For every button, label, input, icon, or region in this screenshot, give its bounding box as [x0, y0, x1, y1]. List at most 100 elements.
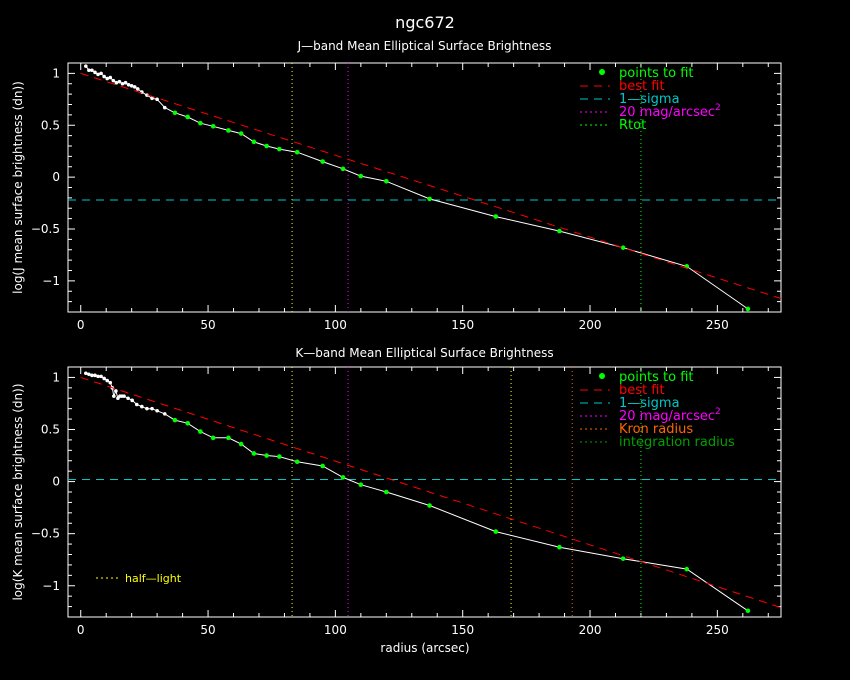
- j-band-fit-point: [557, 228, 562, 234]
- j-band-data-point: [162, 105, 167, 110]
- j-band-data-point: [105, 76, 110, 81]
- j-band-data-point: [120, 81, 125, 86]
- j-band-data-point: [132, 85, 137, 89]
- j-band-data-point: [111, 78, 116, 83]
- k-band-half-light-label: half—light: [125, 572, 182, 585]
- k-band-y-tick-label: −0.5: [31, 527, 60, 541]
- k-band-x-tick-label: 0: [77, 623, 85, 637]
- k-band-fit-point: [620, 556, 626, 561]
- j-band-legend-superscript: 2: [715, 103, 721, 113]
- k-band-data-point: [108, 380, 113, 385]
- k-band-best-fit-line: [80, 376, 782, 609]
- j-band-data-point: [84, 64, 88, 68]
- k-band-fit-point: [210, 435, 216, 441]
- j-band-fit-point: [358, 173, 364, 179]
- j-band-fit-point: [198, 120, 203, 126]
- j-band-data-point: [108, 75, 113, 80]
- k-band-panel: K—band Mean Elliptical Surface Brightnes…: [11, 346, 782, 637]
- j-band-data-point: [90, 68, 94, 73]
- k-band-x-tick-label: 50: [200, 623, 215, 637]
- x-axis-label: radius (arcsec): [380, 641, 469, 655]
- figure-title: ngc672: [395, 13, 455, 32]
- j-band-data-point: [99, 71, 103, 76]
- k-band-x-tick-label: 100: [324, 623, 347, 637]
- k-band-fit-point: [198, 429, 203, 434]
- j-band-fit-point: [340, 166, 346, 172]
- k-band-data-point: [126, 396, 130, 401]
- j-band-fit-point: [238, 131, 244, 136]
- j-band-fit-point: [745, 306, 751, 312]
- k-band-fit-point: [172, 417, 178, 423]
- k-band-data-point: [122, 394, 126, 398]
- j-band-data-point: [129, 84, 134, 88]
- k-band-fit-point: [185, 420, 190, 426]
- k-band-fit-point: [493, 529, 499, 534]
- k-band-title: K—band Mean Elliptical Surface Brightnes…: [295, 346, 553, 360]
- k-band-data-point: [130, 398, 134, 403]
- k-band-fit-point: [384, 489, 389, 495]
- k-band-fit-point: [427, 503, 432, 508]
- k-band-fit-point: [251, 451, 257, 456]
- k-band-data-point: [99, 374, 103, 379]
- j-band-fit-point: [620, 245, 626, 250]
- j-band-y-tick-label: 0: [52, 170, 60, 184]
- k-band-y-axis-label: log(K mean surface brightness (dn)): [11, 383, 25, 600]
- j-band-data-point: [126, 82, 131, 87]
- j-band-y-tick-label: −1: [42, 274, 60, 288]
- k-band-fit-point: [226, 435, 231, 441]
- k-band-data-point: [162, 412, 167, 416]
- k-band-fit-point: [277, 454, 282, 459]
- j-band-data-point: [150, 96, 154, 101]
- k-band-fit-point: [320, 463, 325, 469]
- j-band-data-point: [96, 72, 100, 77]
- k-band-fit-point: [238, 441, 244, 447]
- k-band-legend-marker: [599, 373, 605, 379]
- j-band-fit-point: [277, 146, 282, 152]
- j-band-y-tick-label: −0.5: [31, 222, 60, 236]
- k-band-legend-superscript: 2: [715, 407, 721, 417]
- k-band-data-point: [150, 406, 154, 411]
- j-band-fit-point: [294, 149, 300, 155]
- j-band-y-tick-label: 0.5: [41, 118, 60, 132]
- j-band-fit-point: [264, 143, 269, 149]
- k-band-y-tick-label: −1: [42, 579, 60, 593]
- k-band-data-point: [155, 408, 159, 413]
- k-band-fit-point: [745, 608, 751, 614]
- j-band-legend-label: best fit: [619, 79, 665, 94]
- j-band-data-point: [135, 87, 140, 91]
- j-band-fit-point: [226, 128, 231, 133]
- k-band-legend-label: integration radius: [619, 435, 735, 450]
- k-band-fit-point: [294, 459, 300, 465]
- j-band-best-fit-line: [80, 72, 782, 299]
- j-band-x-tick-label: 50: [200, 318, 215, 332]
- j-band-fit-point: [320, 159, 325, 164]
- j-band-legend-label: 1—sigma: [619, 92, 680, 107]
- k-band-data-point: [96, 374, 100, 379]
- j-band-legend-label: 20 mag/arcsec2: [619, 103, 721, 120]
- j-band-data-point: [145, 93, 149, 97]
- j-band-y-tick-label: 1: [52, 66, 60, 80]
- j-band-panel: J—band Mean Elliptical Surface Brightnes…: [11, 39, 782, 332]
- j-band-y-axis-label: log(J mean surface brightness (dn)): [11, 81, 25, 294]
- j-band-x-tick-label: 250: [706, 318, 729, 332]
- k-band-y-tick-label: 1: [52, 370, 60, 384]
- j-band-x-tick-label: 200: [579, 318, 602, 332]
- j-band-x-tick-label: 0: [77, 318, 85, 332]
- j-band-x-tick-label: 100: [324, 318, 347, 332]
- j-band-fit-point: [185, 114, 190, 120]
- k-band-data-point: [102, 376, 106, 381]
- j-band-fit-point: [493, 214, 499, 219]
- k-band-data-point: [145, 406, 149, 411]
- j-band-fit-point: [427, 196, 432, 202]
- k-band-data-point: [114, 389, 118, 393]
- j-band-data-point: [117, 79, 122, 84]
- j-band-data-point: [123, 80, 128, 85]
- k-band-fit-point: [264, 453, 269, 458]
- k-band-fit-point: [340, 475, 346, 480]
- j-band-fit-point: [210, 123, 216, 129]
- j-band-data-point: [87, 68, 91, 73]
- j-band-data-point: [140, 90, 144, 94]
- k-band-fit-point: [557, 544, 562, 550]
- k-band-legend-label: points to fit: [619, 370, 694, 385]
